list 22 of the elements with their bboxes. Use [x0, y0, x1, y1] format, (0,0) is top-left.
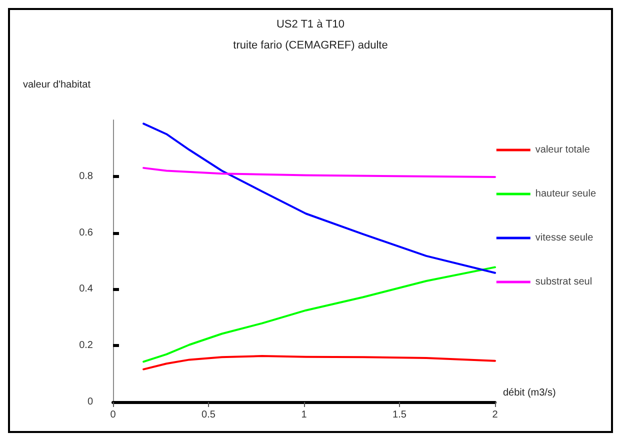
x-tick-label: 2	[492, 410, 498, 420]
x-axis-title: débit (m3/s)	[503, 388, 556, 398]
line-series	[142, 266, 496, 363]
legend-label: substrat seul	[535, 276, 592, 288]
x-tick-label: 1.5	[392, 410, 407, 420]
x-tick-label: 0.5	[202, 410, 216, 420]
x-tick-label: 0	[110, 410, 116, 420]
line-series	[142, 166, 496, 178]
y-tick-label: 0.4	[79, 284, 94, 295]
line-series	[142, 355, 496, 370]
y-tick-label: 0	[87, 396, 94, 408]
line-series	[142, 122, 496, 274]
chart-title: US2 T1 à T10	[276, 18, 345, 30]
y-tick-label: 0.8	[79, 170, 94, 182]
chart-subtitle: truite fario (CEMAGREF) adulte	[233, 40, 388, 52]
y-tick-label: 0.2	[79, 340, 94, 352]
legend-label: hauteur seule	[535, 188, 596, 200]
y-tick-label: 0.6	[79, 227, 94, 238]
legend-label: vitesse seule	[535, 232, 594, 244]
x-tick-label: 1	[301, 410, 308, 420]
legend-label: valeur totale	[535, 144, 590, 156]
y-axis-title: valeur d'habitat	[23, 80, 91, 90]
